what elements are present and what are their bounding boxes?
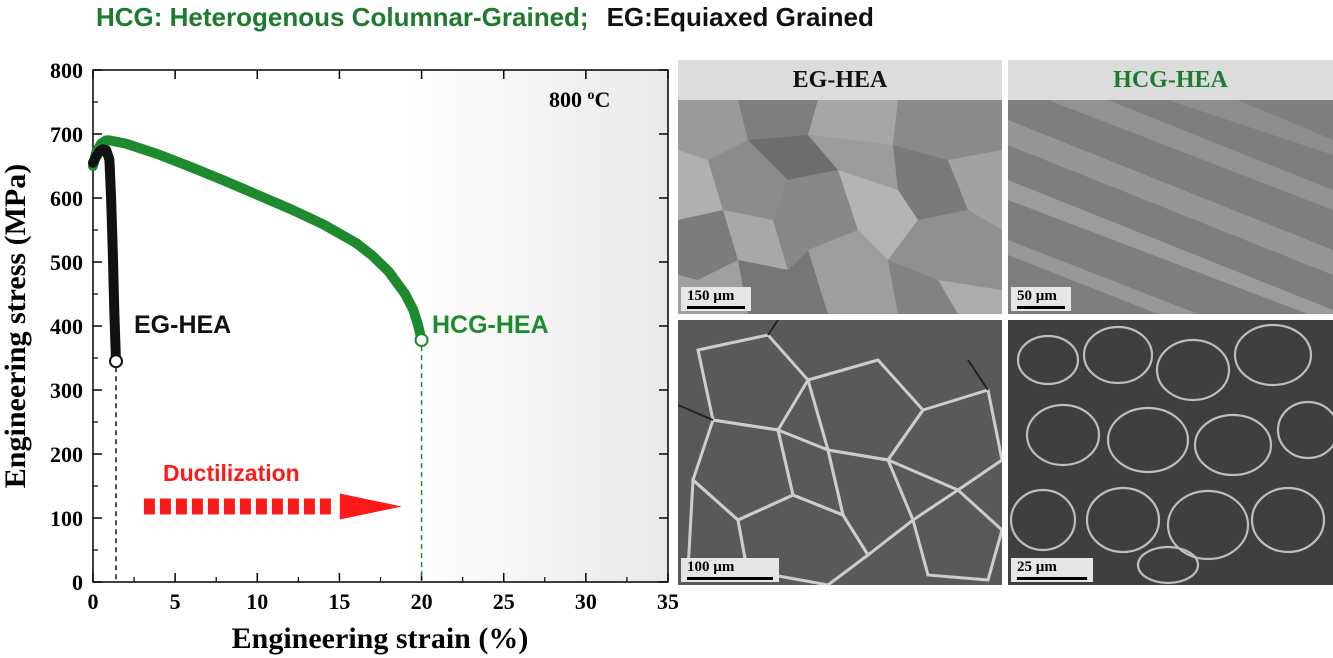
arrow-dash xyxy=(223,498,235,515)
x-axis-label: Engineering strain (%) xyxy=(232,622,529,655)
ductilization-arrow xyxy=(143,493,402,520)
stress-strain-chart: 0 5 10 15 20 25 30 35 0 100 200 300 400 500 600 700 800 … xyxy=(0,58,678,655)
x-tick-label: 20 xyxy=(411,589,433,614)
ductilization-label: Ductilization xyxy=(163,460,300,486)
y-tick-label: 300 xyxy=(50,378,83,403)
hcg-top-scale-bar: 50 µm xyxy=(1011,287,1071,311)
y-tick-label: 700 xyxy=(50,122,83,147)
column-header-hcg-hea: HCG-HEA xyxy=(1008,60,1333,100)
y-tick-label: 200 xyxy=(50,442,83,467)
figure-header: HCG: Heterogenous Columnar-Grained; EG:Eq… xyxy=(96,0,874,34)
plot-area xyxy=(92,69,669,583)
data-series xyxy=(88,135,429,369)
x-tick-label: 35 xyxy=(657,589,678,614)
column-header-eg-hea: EG-HEA xyxy=(678,60,1002,100)
hcg-bottom-scale-bar: 25 µm xyxy=(1011,558,1093,582)
x-tick-label: 10 xyxy=(246,589,268,614)
y-tick-label: 800 xyxy=(50,58,83,83)
y-tick-label: 500 xyxy=(50,250,83,275)
fracture-guides xyxy=(115,346,423,582)
arrow-dash xyxy=(239,498,251,515)
arrow-head xyxy=(339,493,402,520)
eg-hea-microstructure-image: 150 µm xyxy=(678,100,1002,314)
arrow-dash xyxy=(207,498,219,515)
micrograph-grid: EG-HEA HCG-HEA 150 µm xyxy=(678,60,1333,585)
arrow-dash xyxy=(319,498,331,515)
x-tick-label: 30 xyxy=(575,589,597,614)
hcg-hea-series-label: HCG-HEA xyxy=(432,311,549,339)
y-tick-label: 600 xyxy=(50,186,83,211)
y-tick-label: 0 xyxy=(72,570,83,595)
eg-hea-fracture-surface-image: 100 µm xyxy=(678,320,1002,585)
series-line-hcg-hea xyxy=(88,135,427,346)
arrow-dash xyxy=(159,498,171,515)
arrow-dash xyxy=(191,498,203,515)
axis-ticks: 0 5 10 15 20 25 30 35 0 100 200 300 400 500 600 700 800 xyxy=(50,58,678,614)
arrow-dash xyxy=(287,498,299,515)
x-tick-label: 5 xyxy=(170,589,181,614)
x-tick-label: 0 xyxy=(88,589,99,614)
temperature-label: 800 oC xyxy=(549,87,610,112)
fracture-point-eg-hea xyxy=(109,354,123,369)
arrow-dash xyxy=(271,498,283,515)
hcg-hea-microstructure-image: 50 µm xyxy=(1008,100,1333,314)
eg-top-scale-bar: 150 µm xyxy=(681,287,751,311)
arrow-dash xyxy=(143,498,155,515)
y-axis-label: Engineering stress (MPa) xyxy=(0,164,32,488)
arrow-dash xyxy=(175,498,187,515)
series-line-eg-hea xyxy=(88,144,121,367)
eg-hea-series-label: EG-HEA xyxy=(134,311,231,339)
fracture-point-hcg-hea xyxy=(414,333,429,348)
arrow-dash xyxy=(303,498,315,515)
hcg-hea-fracture-surface-image: 25 µm xyxy=(1008,320,1333,585)
eg-definition: EG:Equiaxed Grained xyxy=(606,2,874,32)
y-tick-label: 400 xyxy=(50,314,83,339)
x-tick-label: 15 xyxy=(328,589,350,614)
y-tick-label: 100 xyxy=(50,506,83,531)
arrow-dash xyxy=(255,498,267,515)
hcg-definition: HCG: Heterogenous Columnar-Grained; xyxy=(96,2,589,32)
eg-bottom-scale-bar: 100 µm xyxy=(681,558,779,582)
x-tick-label: 25 xyxy=(493,589,515,614)
